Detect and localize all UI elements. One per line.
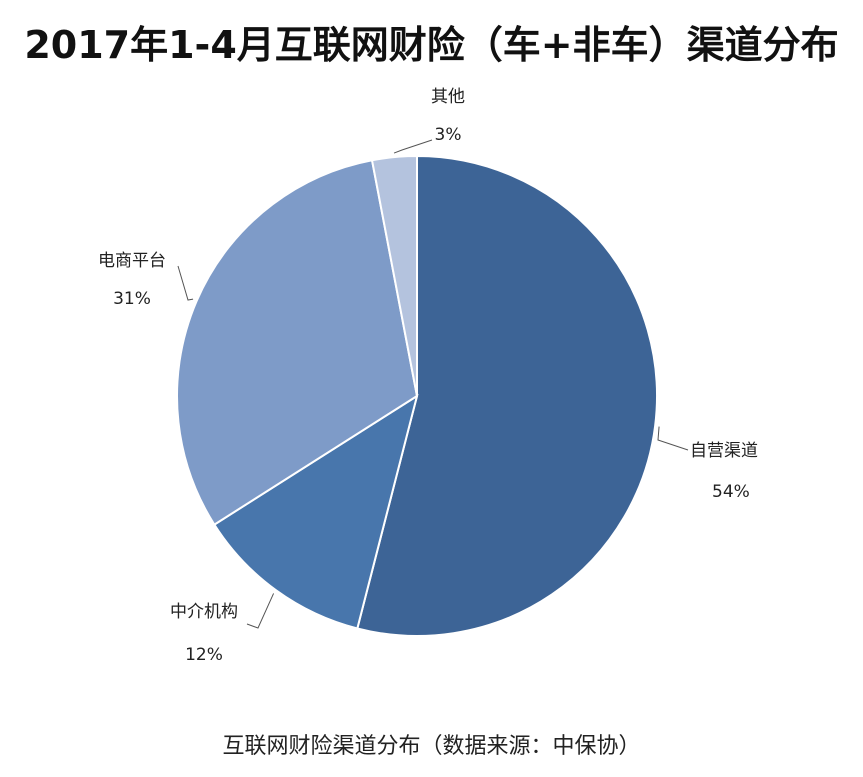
leader-line xyxy=(657,426,689,451)
slice-name-label: 中介机构 xyxy=(170,602,238,622)
slice-name-label: 自营渠道 xyxy=(690,441,758,461)
pie-slice xyxy=(212,393,419,630)
pie-slice xyxy=(176,159,419,526)
chart-title: 2017年1-4月互联网财险（车+非车）渠道分布 xyxy=(24,23,839,67)
leader-line xyxy=(393,139,433,154)
slice-percent-label: 3% xyxy=(435,125,462,145)
slice-percent-label: 54% xyxy=(712,482,750,502)
leader-line xyxy=(246,593,275,629)
slice-name-label: 电商平台 xyxy=(98,251,166,271)
leader-line xyxy=(177,265,194,301)
slice-percent-label: 31% xyxy=(113,289,151,309)
slice-name-label: 其他 xyxy=(431,87,465,107)
slice-percent-label: 12% xyxy=(185,645,223,665)
chart-caption: 互联网财险渠道分布（数据来源：中保协） xyxy=(222,734,641,759)
pie-slice xyxy=(370,154,418,397)
pie-slice xyxy=(356,154,658,637)
